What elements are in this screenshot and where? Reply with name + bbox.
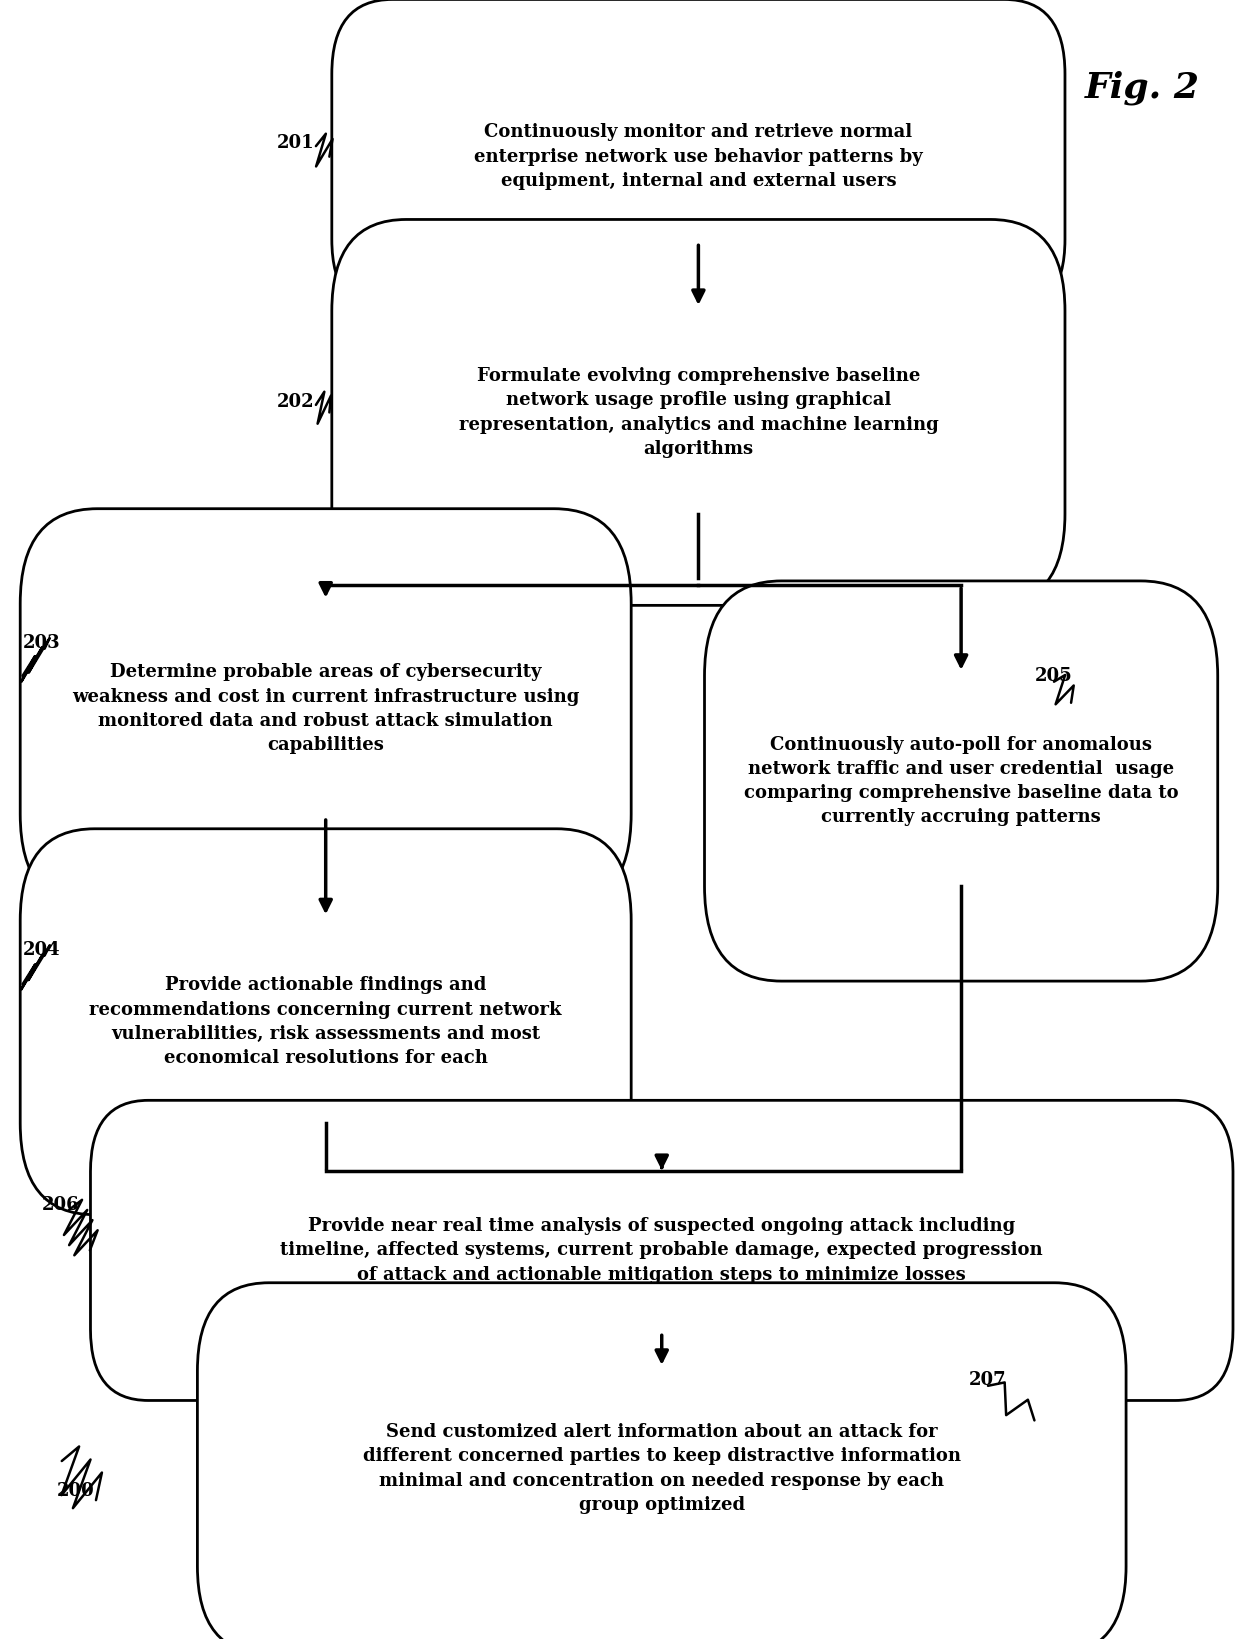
FancyBboxPatch shape: [332, 0, 1065, 315]
Text: 202: 202: [277, 393, 315, 411]
Text: 203: 203: [22, 634, 61, 652]
Text: 200: 200: [57, 1482, 94, 1500]
Text: Determine probable areas of cybersecurity
weakness and cost in current infrastru: Determine probable areas of cybersecurit…: [72, 664, 579, 754]
FancyBboxPatch shape: [20, 829, 631, 1214]
Text: 205: 205: [1034, 667, 1073, 685]
Text: 207: 207: [968, 1370, 1006, 1388]
Text: Send customized alert information about an attack for
different concerned partie: Send customized alert information about …: [363, 1423, 961, 1514]
FancyBboxPatch shape: [704, 580, 1218, 982]
Text: Continuously auto-poll for anomalous
network traffic and user credential  usage
: Continuously auto-poll for anomalous net…: [744, 736, 1178, 826]
FancyBboxPatch shape: [91, 1100, 1233, 1400]
Text: Fig. 2: Fig. 2: [1085, 70, 1199, 105]
FancyBboxPatch shape: [332, 220, 1065, 605]
Text: 204: 204: [22, 941, 61, 959]
Text: Provide near real time analysis of suspected ongoing attack including
timeline, : Provide near real time analysis of suspe…: [280, 1218, 1043, 1283]
FancyBboxPatch shape: [20, 508, 631, 910]
Text: 201: 201: [277, 134, 315, 152]
Text: Formulate evolving comprehensive baseline
network usage profile using graphical
: Formulate evolving comprehensive baselin…: [459, 367, 939, 457]
FancyBboxPatch shape: [197, 1283, 1126, 1639]
Text: 206: 206: [42, 1196, 79, 1214]
Text: Provide actionable findings and
recommendations concerning current network
vulne: Provide actionable findings and recommen…: [89, 977, 562, 1067]
Text: Continuously monitor and retrieve normal
enterprise network use behavior pattern: Continuously monitor and retrieve normal…: [474, 123, 923, 190]
